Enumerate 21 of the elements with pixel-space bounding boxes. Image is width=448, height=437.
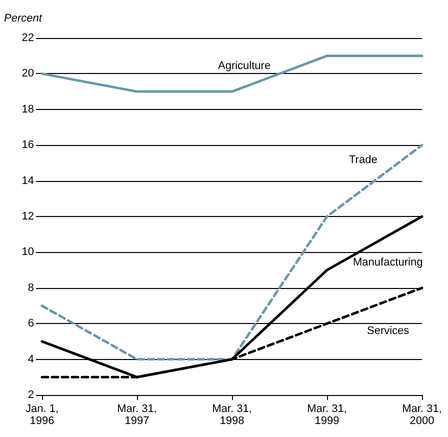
y-tick-label: 20 (22, 68, 34, 80)
y-tick-label: 12 (22, 210, 34, 222)
series-label: Services (367, 325, 410, 338)
series-label: Trade (349, 154, 378, 166)
y-tick-label: 8 (28, 282, 34, 294)
y-axis-title: Percent (4, 12, 43, 24)
y-tick-label: 4 (28, 353, 34, 366)
series-label: Manufacturing (353, 256, 423, 269)
y-tick-label: 10 (22, 246, 34, 258)
x-tick-label: Jan. 1, 1996 (25, 403, 59, 427)
x-tick-label: Mar. 31, 1998 (212, 403, 252, 427)
y-tick-label: 18 (22, 103, 34, 116)
x-tick-label: Mar. 31, 1997 (117, 403, 157, 427)
x-tick-label: Mar. 31, 2000 (402, 403, 442, 427)
y-tick-label: 16 (22, 139, 34, 152)
y-tick-label: 14 (22, 174, 34, 187)
y-tick-label: 22 (22, 32, 34, 44)
series-label: Agriculture (218, 60, 271, 72)
y-tick-label: 2 (28, 389, 34, 401)
y-tick-label: 6 (28, 318, 34, 330)
x-tick-label: Mar. 31, 1999 (307, 403, 347, 427)
